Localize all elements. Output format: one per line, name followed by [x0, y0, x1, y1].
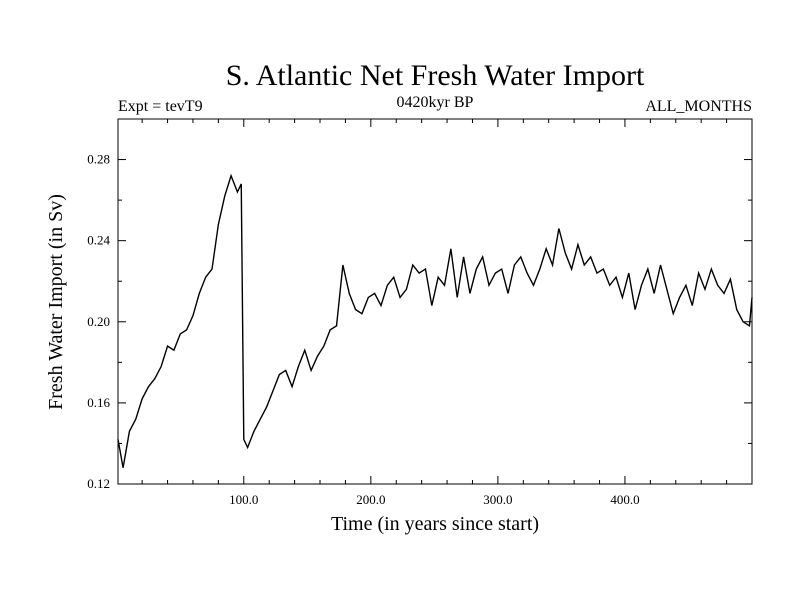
x-tick-label: 400.0 [610, 492, 639, 507]
x-ticks-group: 100.0 200.0 300.0 400.0 [141, 119, 728, 507]
x-tick-label: 300.0 [483, 492, 512, 507]
y-tick-label: 0.16 [87, 395, 110, 410]
y-axis-label: Fresh Water Import (in Sv) [45, 194, 67, 410]
x-tick-label: 200.0 [356, 492, 385, 507]
months-label: ALL_MONTHS [645, 98, 752, 115]
y-tick-label: 0.12 [87, 476, 110, 491]
y-tick-label: 0.24 [87, 233, 110, 248]
chart-title: S. Atlantic Net Fresh Water Import [226, 59, 645, 92]
y-tick-label: 0.28 [87, 152, 110, 167]
y-tick-label: 0.20 [87, 314, 110, 329]
period-label: 0420kyr BP [397, 94, 474, 111]
x-tick-label: 100.0 [229, 492, 258, 507]
fresh-water-series-line [117, 173, 753, 468]
x-axis-label: Time (in years since start) [331, 513, 539, 535]
experiment-label: Expt = tevT9 [118, 98, 203, 115]
y-ticks-group: 0.12 0.16 0.20 0.24 0.28 [87, 118, 752, 491]
plot-frame [117, 118, 753, 485]
